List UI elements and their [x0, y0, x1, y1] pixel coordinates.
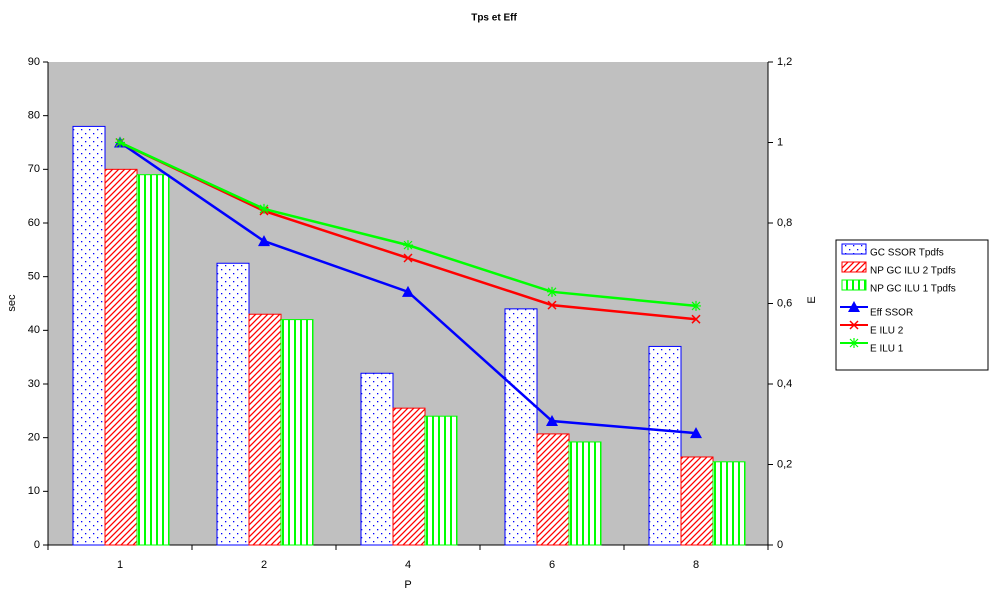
marker: [258, 235, 270, 247]
bar: [72, 125, 106, 546]
y-tick-label: 40: [28, 324, 40, 336]
marker: [547, 286, 557, 297]
legend-swatch: [841, 279, 867, 291]
bar: [536, 433, 570, 546]
legend-label: E ILU 1: [870, 344, 904, 355]
y-tick-label: 80: [28, 110, 40, 122]
x-axis-label: P: [404, 579, 411, 591]
legend-marker: [848, 301, 860, 312]
marker: [691, 314, 701, 324]
y-tick-label: 90: [28, 56, 40, 68]
chart-title: Tps et Eff: [471, 13, 517, 24]
legend-label: NP GC ILU 2 Tpdfs: [870, 266, 956, 277]
bar: [424, 415, 458, 546]
legend-swatch: [841, 243, 867, 255]
bar: [360, 372, 394, 546]
y2-tick-label: 0,8: [777, 217, 792, 229]
y-axis-label: sec: [6, 294, 18, 312]
x-tick-label: 2: [261, 559, 267, 571]
bar: [648, 345, 682, 546]
y2-tick-label: 1: [777, 136, 783, 148]
bar: [568, 441, 602, 546]
bar: [392, 407, 426, 546]
y2-tick-label: 0: [777, 539, 783, 551]
bar: [216, 262, 250, 546]
legend-swatch: [841, 261, 867, 273]
y2-tick-label: 1,2: [777, 56, 792, 68]
bar: [248, 313, 282, 546]
y-tick-label: 20: [28, 432, 40, 444]
y-tick-label: 50: [28, 271, 40, 283]
y2-tick-label: 0,4: [777, 378, 792, 390]
y-tick-label: 70: [28, 163, 40, 175]
legend-label: NP GC ILU 1 Tpdfs: [870, 284, 956, 295]
bar: [680, 456, 714, 546]
marker: [402, 285, 414, 297]
legend-label: GC SSOR Tpdfs: [870, 248, 944, 259]
x-tick-label: 4: [405, 559, 411, 571]
bar: [712, 461, 746, 546]
x-tick-label: 8: [693, 559, 699, 571]
y2-tick-label: 0,2: [777, 458, 792, 470]
marker: [546, 415, 558, 427]
marker: [690, 427, 702, 439]
legend-label: Eff SSOR: [870, 308, 913, 319]
legend-box: [835, 239, 989, 371]
y-tick-label: 10: [28, 485, 40, 497]
bar: [136, 174, 170, 546]
marker: [115, 137, 125, 148]
marker: [403, 240, 413, 251]
legend-marker: [849, 320, 859, 330]
y2-axis-label: E: [806, 296, 818, 303]
marker: [259, 203, 269, 214]
legend-label: E ILU 2: [870, 326, 904, 337]
y-tick-label: 30: [28, 378, 40, 390]
bar: [280, 319, 314, 546]
x-tick-label: 6: [549, 559, 555, 571]
legend-marker: [849, 338, 859, 348]
y-tick-label: 0: [34, 539, 40, 551]
bar: [504, 308, 538, 546]
marker: [547, 300, 557, 310]
marker: [403, 253, 413, 263]
y2-tick-label: 0,6: [777, 297, 792, 309]
x-tick-label: 1: [117, 559, 123, 571]
y-tick-label: 60: [28, 217, 40, 229]
bar: [104, 168, 138, 546]
marker: [691, 300, 701, 311]
